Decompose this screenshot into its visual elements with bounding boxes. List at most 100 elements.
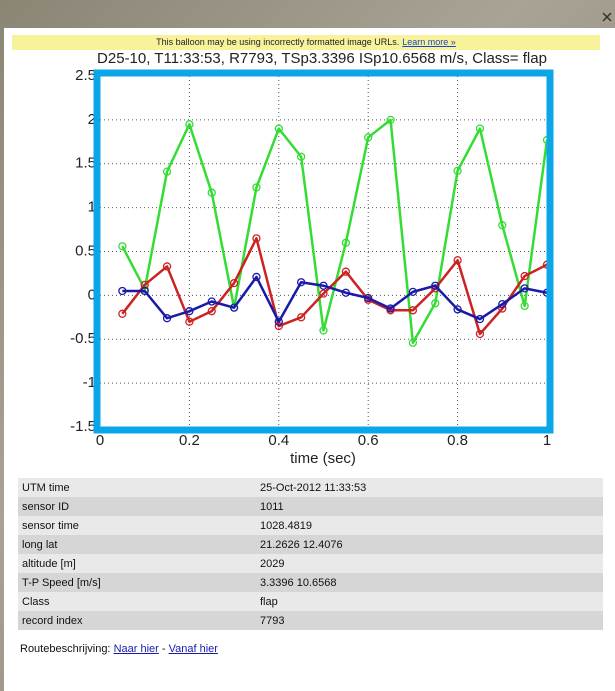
data-point xyxy=(162,167,172,176)
data-point xyxy=(252,183,261,192)
value-cell: 3.3396 10.6568 xyxy=(256,573,603,592)
data-point xyxy=(341,288,351,297)
data-point xyxy=(252,234,261,243)
warning-banner: This balloon may be using incorrectly fo… xyxy=(12,35,600,50)
separator: - xyxy=(161,643,166,655)
info-table: UTM time 25-Oct-2012 11:33:53 sensor ID 101… xyxy=(18,478,603,630)
y-tick-label: -0.5 xyxy=(70,330,96,347)
value-cell: 1011 xyxy=(256,497,603,516)
data-point xyxy=(341,267,351,276)
key-cell: altitude [m] xyxy=(18,554,256,573)
data-point xyxy=(118,242,127,251)
chart: D25-10, T11:33:53, R7793, TSp3.3396 ISp1… xyxy=(70,50,554,467)
data-point xyxy=(140,280,149,289)
y-tick-label: 2 xyxy=(88,111,96,128)
table-row: UTM time 25-Oct-2012 11:33:53 xyxy=(18,478,603,497)
data-point xyxy=(498,299,507,309)
x-tick-label: 0.8 xyxy=(447,432,468,449)
data-point xyxy=(185,317,194,326)
key-cell: sensor ID xyxy=(18,497,256,516)
x-tick-label: 0.6 xyxy=(358,432,379,449)
data-point xyxy=(453,305,462,314)
data-point xyxy=(475,329,485,339)
value-cell: flap xyxy=(256,592,603,611)
key-cell: T-P Speed [m/s] xyxy=(18,573,256,592)
data-point xyxy=(296,152,306,161)
data-point xyxy=(475,314,485,324)
data-point xyxy=(386,115,395,125)
data-point xyxy=(229,278,239,288)
table-row: sensor time 1028.4819 xyxy=(18,516,603,535)
data-point xyxy=(118,286,127,296)
data-point xyxy=(207,307,216,316)
data-point xyxy=(498,221,507,230)
x-tick-label: 1 xyxy=(543,432,551,449)
data-point xyxy=(229,303,239,312)
route-link[interactable]: Vanaf hier xyxy=(168,643,218,655)
value-cell: 7793 xyxy=(256,611,603,630)
data-point xyxy=(319,281,328,290)
series-line xyxy=(121,118,549,345)
y-tick-label: 1 xyxy=(88,199,96,216)
table-row: T-P Speed [m/s] 3.3396 10.6568 xyxy=(18,573,603,592)
value-cell: 21.2626 12.4076 xyxy=(256,535,603,554)
data-point xyxy=(185,307,194,316)
data-point xyxy=(207,188,216,197)
y-tick-label: 0 xyxy=(88,286,96,303)
data-point xyxy=(140,286,149,296)
data-point xyxy=(296,313,306,322)
data-point xyxy=(364,133,373,142)
value-cell: 1028.4819 xyxy=(256,516,603,535)
data-point xyxy=(364,293,373,303)
x-axis-label: time (sec) xyxy=(290,450,356,467)
data-point xyxy=(475,124,485,133)
key-cell: UTM time xyxy=(18,478,256,497)
data-point xyxy=(408,287,418,297)
data-point xyxy=(341,238,351,247)
data-point xyxy=(408,338,418,347)
data-point xyxy=(408,306,418,315)
y-tick-label: -1.5 xyxy=(70,418,96,435)
key-cell: record index xyxy=(18,611,256,630)
banner-text: This balloon may be using incorrectly fo… xyxy=(156,37,400,47)
table-row: sensor ID 1011 xyxy=(18,497,603,516)
y-tick-label: 2.5 xyxy=(75,67,96,84)
data-point xyxy=(274,317,283,326)
table-row: record index 7793 xyxy=(18,611,603,630)
data-point xyxy=(431,281,440,290)
data-point xyxy=(296,278,306,287)
x-tick-label: 0.4 xyxy=(268,432,289,449)
plot-frame xyxy=(93,69,554,434)
data-point xyxy=(274,124,283,133)
x-tick-label: 0 xyxy=(96,432,104,449)
y-tick-label: 1.5 xyxy=(75,155,96,172)
data-point xyxy=(118,309,127,318)
value-cell: 25-Oct-2012 11:33:53 xyxy=(256,478,603,497)
table-row: long lat 21.2626 12.4076 xyxy=(18,535,603,554)
table-row: altitude [m] 2029 xyxy=(18,554,603,573)
data-point xyxy=(453,166,462,175)
learn-more-link[interactable]: Learn more » xyxy=(402,37,456,47)
x-tick-label: 0.2 xyxy=(179,432,200,449)
key-cell: Class xyxy=(18,592,256,611)
key-cell: sensor time xyxy=(18,516,256,535)
table-row: Class flap xyxy=(18,592,603,611)
key-cell: long lat xyxy=(18,535,256,554)
data-point xyxy=(207,297,216,306)
data-point xyxy=(185,120,194,129)
route-link[interactable]: Naar hier xyxy=(113,643,159,655)
chart-title: D25-10, T11:33:53, R7793, TSp3.3396 ISp1… xyxy=(97,50,547,67)
value-cell: 2029 xyxy=(256,554,603,573)
data-point xyxy=(319,326,328,335)
y-tick-label: 0.5 xyxy=(75,242,96,259)
route-label: Routebeschrijving: xyxy=(20,643,111,655)
data-point xyxy=(162,262,172,271)
data-point xyxy=(252,272,261,282)
y-tick-label: -1 xyxy=(83,374,96,391)
data-point xyxy=(520,284,529,293)
close-button[interactable] xyxy=(602,12,613,23)
data-point xyxy=(162,314,172,323)
data-point xyxy=(453,256,462,265)
